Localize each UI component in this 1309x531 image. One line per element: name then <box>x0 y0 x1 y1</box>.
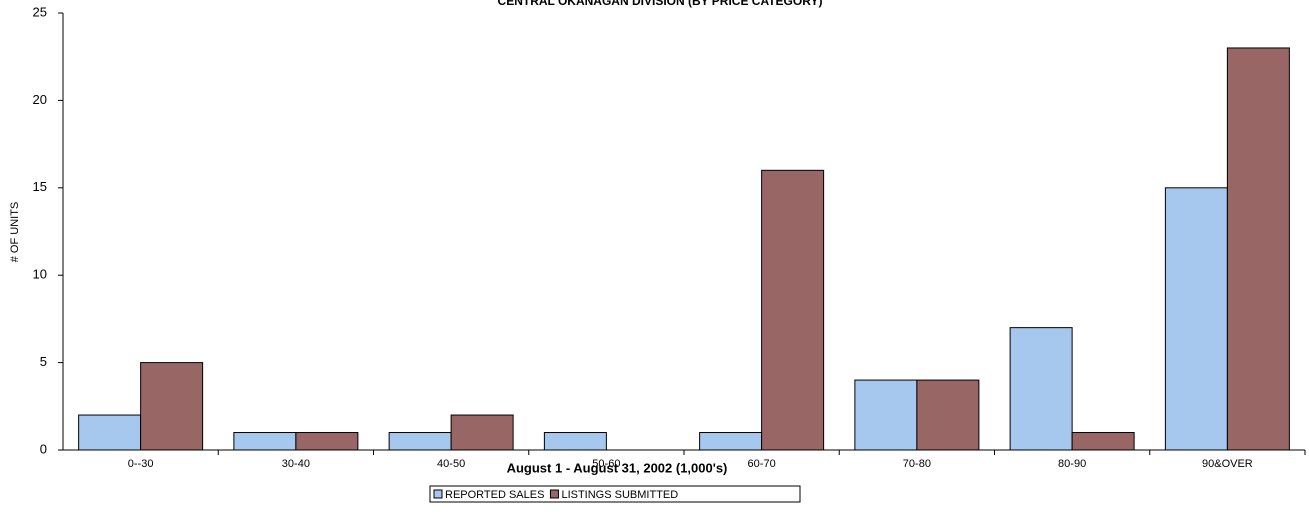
bar <box>295 432 359 451</box>
y-axis-label: # OF UNITS <box>9 202 21 263</box>
bar <box>233 432 297 451</box>
legend-label: LISTINGS SUBMITTED <box>561 489 678 501</box>
bar <box>140 362 204 451</box>
bar <box>1009 327 1073 451</box>
bar <box>78 414 142 451</box>
x-tick-label: 70-80 <box>903 458 931 470</box>
bar <box>543 432 607 451</box>
x-tick-label: 40-50 <box>437 458 465 470</box>
chart-title: CENTRAL OKANAGAN DIVISION (BY PRICE CATE… <box>498 0 823 8</box>
bar <box>1071 432 1135 451</box>
y-tick-label: 15 <box>33 179 47 194</box>
legend-swatch <box>433 489 443 499</box>
bar <box>388 432 452 451</box>
x-tick-label: 80-90 <box>1058 458 1086 470</box>
legend-swatch <box>549 489 559 499</box>
x-axis-label: August 1 - August 31, 2002 (1,000's) <box>507 460 728 475</box>
legend-box <box>429 485 801 503</box>
legend-label: REPORTED SALES <box>445 489 544 501</box>
x-tick-label: 0--30 <box>128 458 154 470</box>
bar <box>761 169 825 451</box>
x-tick-label: 60-70 <box>748 458 776 470</box>
y-tick-label: 25 <box>33 4 47 19</box>
x-tick-label: 50-60 <box>592 458 620 470</box>
bar <box>854 379 918 451</box>
x-tick-label: 90&OVER <box>1202 458 1253 470</box>
y-tick-label: 0 <box>40 441 47 456</box>
y-tick-label: 10 <box>33 267 47 282</box>
bar <box>1226 47 1290 451</box>
bar <box>1164 187 1228 451</box>
bar <box>699 432 763 451</box>
x-tick-label: 30-40 <box>282 458 310 470</box>
y-tick-label: 20 <box>33 92 47 107</box>
bar <box>450 414 514 451</box>
y-tick-label: 5 <box>40 354 47 369</box>
bar <box>916 379 980 451</box>
